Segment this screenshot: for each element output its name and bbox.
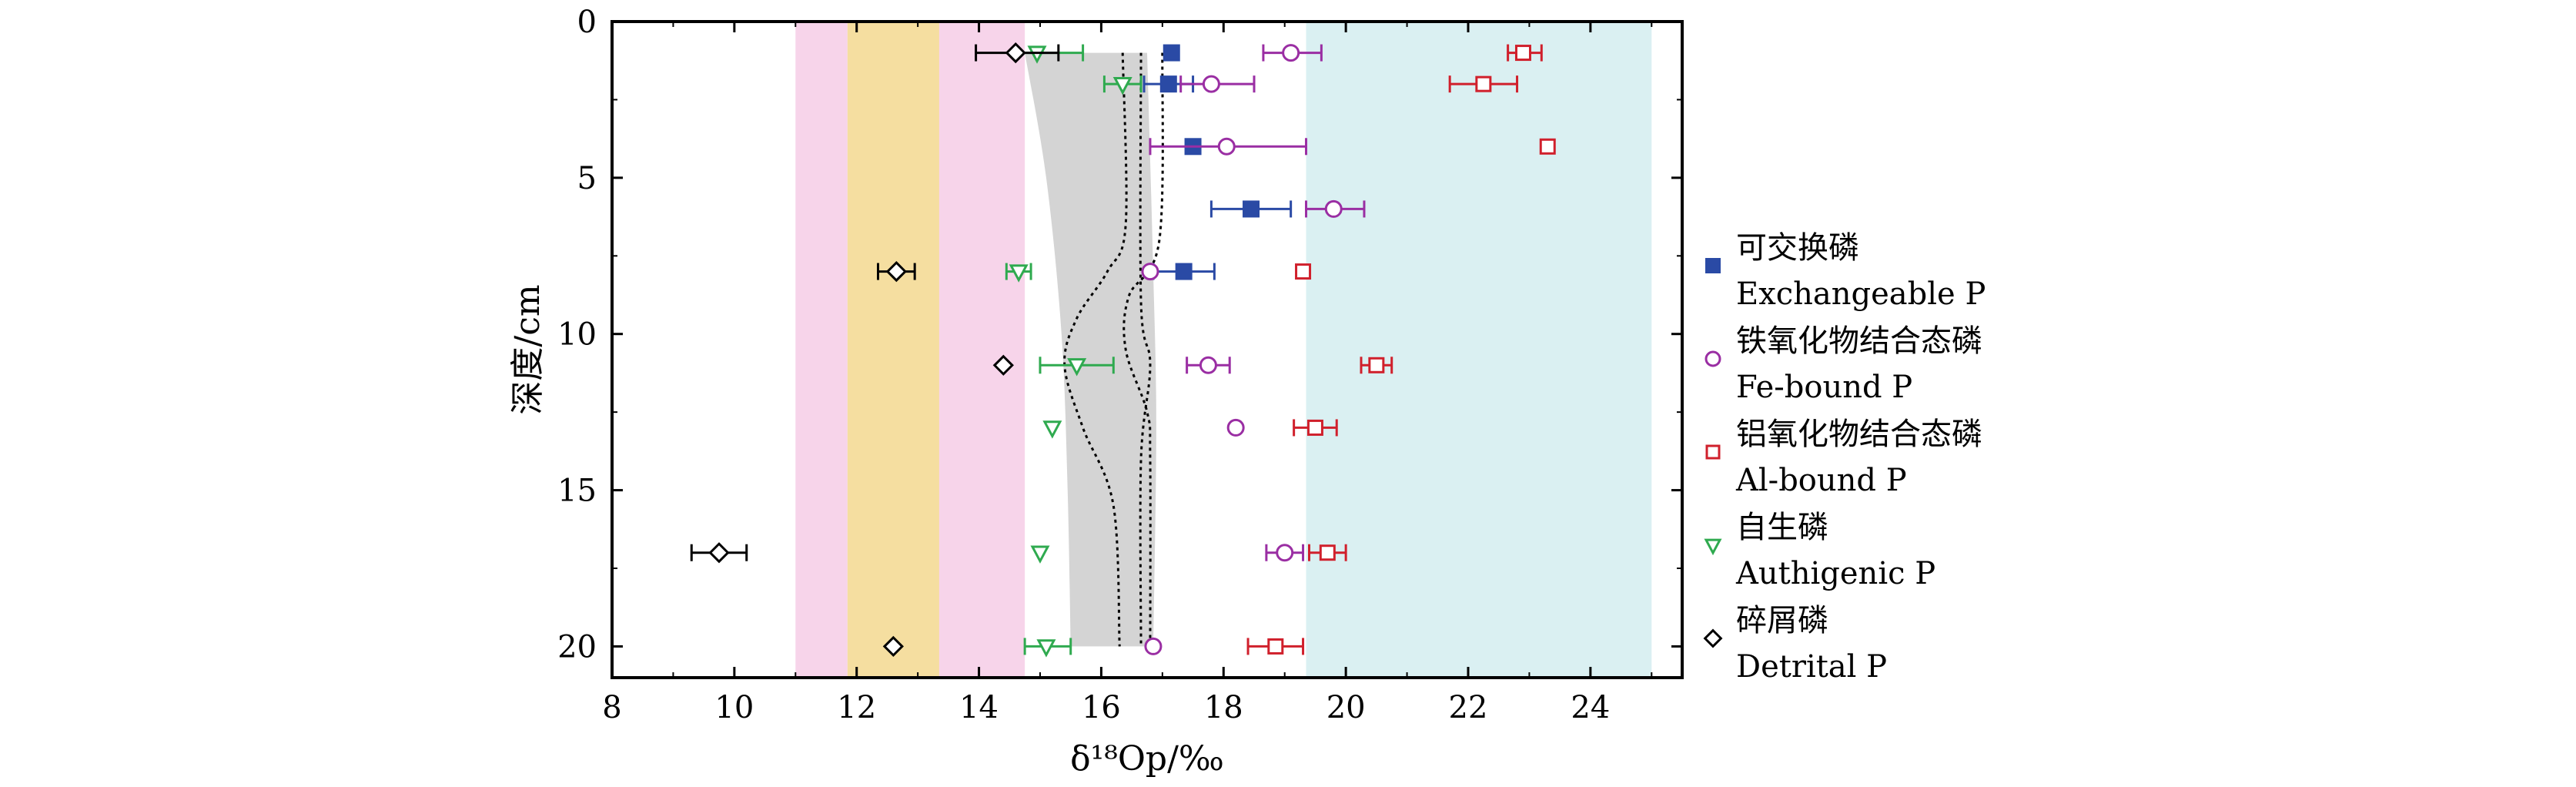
data-point (1704, 538, 1722, 556)
y-tick-label: 5 (577, 161, 597, 196)
gray-envelope (1025, 52, 1156, 647)
x-axis-label: δ¹⁸Op/‰ (1070, 739, 1224, 779)
legend-label-cn: 碎屑磷 (1736, 603, 1828, 638)
legend-label-en: Authigenic P (1735, 556, 1935, 591)
legend-label-cn: 铝氧化物结合态磷 (1736, 417, 1982, 452)
data-point (1226, 418, 1245, 437)
data-point (1009, 264, 1029, 283)
data-point (1514, 45, 1531, 62)
plot-frame (611, 20, 1684, 679)
data-point (1703, 628, 1723, 648)
legend-label-en: Detrital P (1736, 649, 1887, 685)
series (1141, 44, 1366, 655)
x-tick-label: 8 (602, 690, 621, 725)
y-axis-title: 深度/cm (508, 284, 547, 414)
data-point (1175, 263, 1193, 280)
data-point (1475, 75, 1492, 92)
background-band (847, 22, 939, 678)
data-point (1005, 42, 1026, 64)
y-axis-label: 深度/cm (508, 284, 547, 414)
data-point (1282, 44, 1300, 62)
legend: 可交换磷 Exchangeable P 铁氧化物结合态磷 Fe-bound P 铝氧化物… (1703, 230, 1986, 685)
series (690, 42, 1060, 658)
legend-label-cn: 自生磷 (1736, 510, 1828, 545)
data-point (1112, 76, 1132, 95)
x-axis-title: δ¹⁸Op/‰ (1070, 739, 1224, 779)
legend-label-cn: 铁氧化物结合态磷 (1736, 323, 1982, 359)
x-tick-label: 20 (1326, 690, 1366, 725)
legend-item: 碎屑磷 Detrital P (1703, 603, 1887, 685)
data-point (1295, 263, 1312, 280)
x-tick-label: 22 (1449, 690, 1488, 725)
legend-item: 可交换磷 Exchangeable P (1705, 230, 1986, 312)
x-tick-label: 16 (1082, 690, 1121, 725)
dotted-curves (1063, 52, 1164, 647)
data-point (1324, 199, 1343, 218)
background-band (938, 22, 1025, 678)
legend-label-en: Al-bound P (1735, 463, 1907, 498)
data-point (1217, 137, 1236, 156)
dotted-curve (1122, 52, 1164, 647)
data-point (1067, 358, 1087, 377)
x-tick-label: 12 (837, 690, 876, 725)
series (1005, 44, 1142, 658)
dotted-curve (1063, 52, 1128, 647)
gray-envelope-area (1025, 52, 1156, 647)
data-point (1163, 44, 1180, 62)
data-point (1199, 356, 1217, 374)
legend-item: 铝氧化物结合态磷 Al-bound P (1705, 417, 1982, 498)
data-point (1202, 75, 1220, 93)
x-tick-label: 10 (714, 690, 754, 725)
y-tick-label: 20 (557, 629, 597, 665)
data-point (708, 542, 730, 564)
legend-label-cn: 可交换磷 (1736, 230, 1859, 266)
y-tick-label: 15 (557, 474, 597, 509)
data-point (1159, 75, 1177, 93)
data-point (1027, 45, 1047, 64)
data-point (885, 260, 907, 283)
data-point (1141, 263, 1159, 281)
data-point (1705, 444, 1721, 460)
x-tick-label: 14 (959, 690, 999, 725)
x-tick-label: 24 (1571, 690, 1610, 725)
legend-label-en: Exchangeable P (1736, 276, 1986, 312)
data-point (992, 354, 1014, 376)
data-point (1267, 638, 1284, 655)
legend-label-en: Fe-bound P (1736, 370, 1912, 405)
series (1246, 44, 1556, 655)
dotted-curve (1139, 52, 1152, 647)
data-point (1705, 350, 1721, 367)
axis-ticks: 8 10 12 14 16 18 20 22 24 0 5 10 15 20 (557, 5, 1682, 725)
data-point (1243, 200, 1260, 218)
data-point (1705, 258, 1721, 273)
x-tick-label: 18 (1204, 690, 1243, 725)
data-point (1276, 544, 1294, 562)
background-bands (795, 22, 1652, 678)
data-point (882, 635, 904, 658)
data-point (1030, 545, 1050, 564)
background-band (1306, 22, 1652, 678)
data-point (1539, 138, 1556, 155)
legend-item: 铁氧化物结合态磷 Fe-bound P (1705, 323, 1982, 405)
y-tick-label: 10 (557, 317, 597, 353)
background-band (795, 22, 848, 678)
data-point (1042, 420, 1062, 439)
data-point (1319, 544, 1336, 561)
data-point (1306, 419, 1323, 436)
y-tick-label: 0 (577, 5, 597, 40)
data-point (1368, 357, 1385, 373)
data-point (1036, 639, 1056, 658)
data-point (1144, 637, 1163, 655)
data-points (690, 42, 1556, 658)
legend-item: 自生磷 Authigenic P (1704, 510, 1935, 591)
